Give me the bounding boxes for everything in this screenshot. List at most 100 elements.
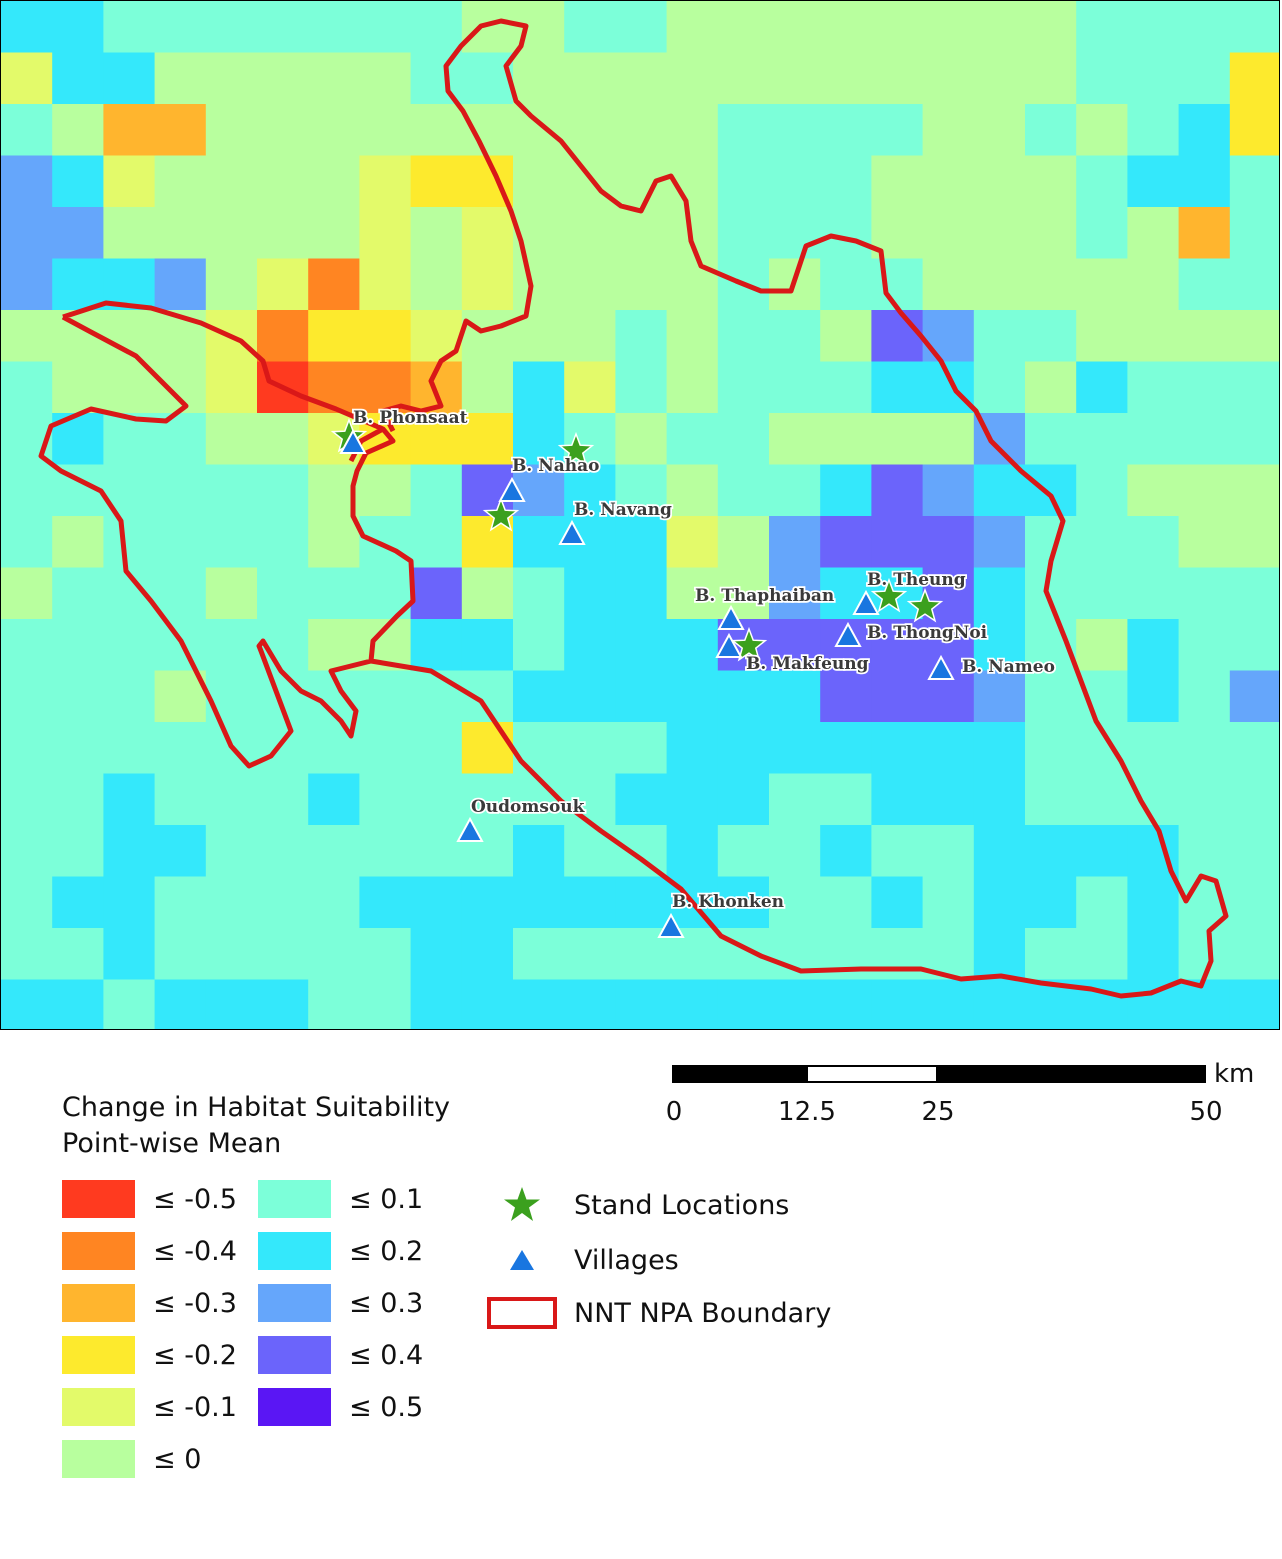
raster-cell bbox=[1178, 52, 1231, 105]
legend-classes: ≤ -0.5 ≤ -0.4 ≤ -0.3 ≤ -0.2 ≤ -0.1 ≤ 0 ≤ 0.1 ≤ … bbox=[62, 1180, 482, 1510]
raster-cell bbox=[1076, 825, 1128, 878]
raster-cell bbox=[513, 928, 565, 981]
raster-cell bbox=[1127, 104, 1180, 157]
legend-swatch bbox=[258, 1180, 331, 1218]
raster-cell bbox=[410, 825, 463, 878]
stand-locations-label: Stand Locations bbox=[574, 1189, 790, 1221]
raster-cell bbox=[1025, 670, 1077, 723]
scale-tick-25: 25 bbox=[921, 1097, 955, 1127]
raster-cell bbox=[1229, 619, 1279, 672]
raster-cell bbox=[1076, 104, 1128, 157]
raster-cell bbox=[257, 722, 309, 775]
raster-cell bbox=[1127, 516, 1180, 569]
raster-cell bbox=[308, 207, 360, 260]
village-label: B. Nahao bbox=[512, 456, 599, 476]
stand-star-icon bbox=[730, 626, 768, 662]
raster-cell bbox=[922, 155, 975, 208]
village-label: B. Phonsaat bbox=[353, 408, 468, 428]
raster-cell bbox=[52, 773, 104, 826]
raster-cell bbox=[359, 464, 412, 517]
raster-cell bbox=[1, 1, 53, 54]
raster-cell bbox=[717, 670, 770, 723]
raster-cell bbox=[1076, 207, 1128, 260]
raster-cell bbox=[308, 979, 360, 1029]
raster-cell bbox=[359, 670, 412, 723]
raster-cell bbox=[359, 207, 412, 260]
legend-class-5: ≤ 0 bbox=[62, 1440, 201, 1478]
raster-cell bbox=[615, 310, 668, 363]
raster-cell bbox=[973, 52, 1026, 105]
raster-cell bbox=[820, 825, 872, 878]
raster-cell bbox=[154, 567, 207, 620]
raster-cell bbox=[564, 1, 616, 54]
raster-cell bbox=[769, 876, 821, 929]
raster-cell bbox=[1, 773, 53, 826]
raster-cell bbox=[820, 52, 872, 105]
raster-cell bbox=[513, 516, 565, 569]
raster-cell bbox=[922, 825, 975, 878]
raster-cell bbox=[564, 155, 616, 208]
raster-cell bbox=[52, 670, 104, 723]
raster-cell bbox=[52, 928, 104, 981]
raster-cell bbox=[205, 825, 258, 878]
raster-cell bbox=[205, 207, 258, 260]
raster-cell bbox=[1229, 670, 1279, 723]
raster-cell bbox=[410, 722, 463, 775]
raster-cell bbox=[1229, 207, 1279, 260]
raster-cell bbox=[1076, 1, 1128, 54]
raster-cell bbox=[1127, 928, 1180, 981]
raster-cell bbox=[52, 1, 104, 54]
raster-cell bbox=[973, 722, 1026, 775]
raster-cell bbox=[257, 258, 309, 311]
raster-cell bbox=[410, 464, 463, 517]
raster-cell bbox=[513, 52, 565, 105]
legend-label: ≤ 0.2 bbox=[349, 1235, 424, 1267]
raster-cell bbox=[820, 722, 872, 775]
stand-star-icon bbox=[870, 577, 908, 613]
raster-cell bbox=[308, 155, 360, 208]
raster-cell bbox=[359, 928, 412, 981]
raster-cell bbox=[461, 1, 514, 54]
raster-cell bbox=[564, 928, 616, 981]
raster-cell bbox=[52, 722, 104, 775]
raster-cell bbox=[1, 104, 53, 157]
raster-cell bbox=[308, 310, 360, 363]
raster-cell bbox=[1178, 104, 1231, 157]
raster-cell bbox=[461, 567, 514, 620]
raster-cell bbox=[769, 361, 821, 414]
raster-cell bbox=[820, 413, 872, 466]
raster-cell bbox=[205, 979, 258, 1029]
raster-cell bbox=[820, 979, 872, 1029]
raster-cell bbox=[359, 773, 412, 826]
raster-cell bbox=[103, 155, 156, 208]
raster-cell bbox=[410, 207, 463, 260]
raster-cell bbox=[257, 876, 309, 929]
raster-cell bbox=[769, 413, 821, 466]
suitability-map[interactable]: B. Phonsaat B. Nahao B. Navang B. Thaphaiba… bbox=[1, 1, 1280, 1030]
raster-cell bbox=[257, 155, 309, 208]
raster-cell bbox=[717, 516, 770, 569]
raster-cell bbox=[1076, 464, 1128, 517]
map-frame[interactable]: B. Phonsaat B. Nahao B. Navang B. Thaphaiba… bbox=[0, 0, 1280, 1030]
raster-cell bbox=[717, 876, 770, 929]
raster-cell bbox=[871, 413, 924, 466]
raster-cell bbox=[769, 825, 821, 878]
raster-cell bbox=[871, 979, 924, 1029]
raster-cell bbox=[308, 928, 360, 981]
raster-cell bbox=[1025, 361, 1077, 414]
raster-cell bbox=[769, 516, 821, 569]
raster-cell bbox=[308, 516, 360, 569]
raster-cell bbox=[564, 258, 616, 311]
raster-cell bbox=[103, 516, 156, 569]
raster-cell bbox=[564, 773, 616, 826]
raster-cell bbox=[564, 619, 616, 672]
village-label: B. Navang bbox=[574, 500, 672, 520]
legend-swatch bbox=[258, 1232, 331, 1270]
raster-cell bbox=[154, 979, 207, 1029]
raster-cell bbox=[922, 413, 975, 466]
raster-cell bbox=[410, 104, 463, 157]
villages-layer: B. Phonsaat B. Nahao B. Navang B. Thaphaiba… bbox=[339, 406, 1057, 938]
raster-cell bbox=[666, 722, 719, 775]
raster-cell bbox=[973, 361, 1026, 414]
raster-cell bbox=[1, 310, 53, 363]
